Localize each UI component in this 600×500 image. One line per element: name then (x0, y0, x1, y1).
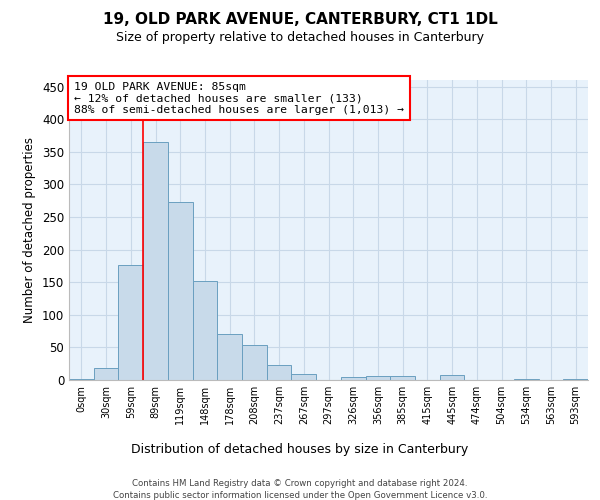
Bar (563, 378, 588, 380)
Bar (365, 376, 390, 380)
Bar (341, 376, 365, 380)
Bar (143, 142, 168, 380)
Bar (94, 368, 118, 380)
Bar (193, 281, 217, 380)
Text: 19, OLD PARK AVENUE, CANTERBURY, CT1 1DL: 19, OLD PARK AVENUE, CANTERBURY, CT1 1DL (103, 12, 497, 28)
Bar (267, 365, 292, 380)
Bar (118, 265, 143, 380)
Text: Distribution of detached houses by size in Canterbury: Distribution of detached houses by size … (131, 442, 469, 456)
Bar (242, 345, 267, 380)
Bar (217, 334, 242, 380)
Bar (514, 378, 539, 380)
Y-axis label: Number of detached properties: Number of detached properties (23, 137, 37, 323)
Text: Contains public sector information licensed under the Open Government Licence v3: Contains public sector information licen… (113, 491, 487, 500)
Bar (168, 202, 193, 380)
Bar (292, 374, 316, 380)
Bar (69, 378, 94, 380)
Text: Size of property relative to detached houses in Canterbury: Size of property relative to detached ho… (116, 31, 484, 44)
Text: Contains HM Land Registry data © Crown copyright and database right 2024.: Contains HM Land Registry data © Crown c… (132, 479, 468, 488)
Text: 19 OLD PARK AVENUE: 85sqm
← 12% of detached houses are smaller (133)
88% of semi: 19 OLD PARK AVENUE: 85sqm ← 12% of detac… (74, 82, 404, 114)
Bar (390, 376, 415, 380)
Bar (440, 375, 464, 380)
